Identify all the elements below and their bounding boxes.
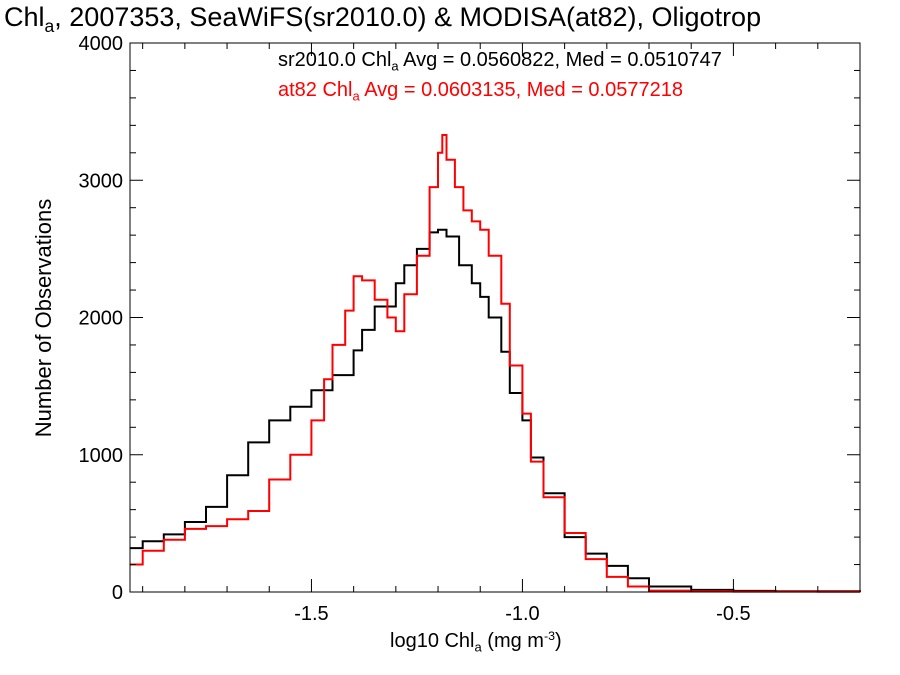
chart-title: Chla, 2007353, SeaWiFS(sr2010.0) & MODIS… xyxy=(4,2,762,37)
x-tick-label: -1.0 xyxy=(505,603,539,625)
y-tick-label: 2000 xyxy=(79,308,124,330)
y-tick-label: 4000 xyxy=(79,33,124,55)
y-tick-label: 3000 xyxy=(79,170,124,192)
at82-stats-label: at82 Chla Avg = 0.0603135, Med = 0.05772… xyxy=(278,79,683,104)
y-tick-label: 1000 xyxy=(79,445,124,467)
series-layer xyxy=(130,134,861,593)
series-line-sr2010 xyxy=(130,228,861,593)
x-tick-label: -1.5 xyxy=(294,603,328,625)
x-axis-label: log10 Chla (mg m-3) xyxy=(390,629,562,655)
tick-layer: -1.5 -1.0 -0.5 0 1000 2000 3000 4000 xyxy=(79,33,861,625)
y-axis-label: Number of Observations xyxy=(31,198,56,438)
x-tick-label: -0.5 xyxy=(716,603,750,625)
series-line-at82 xyxy=(130,134,861,593)
sr2010-stats-label: sr2010.0 Chla Avg = 0.0560822, Med = 0.0… xyxy=(278,49,722,74)
y-tick-label: 0 xyxy=(112,582,123,604)
